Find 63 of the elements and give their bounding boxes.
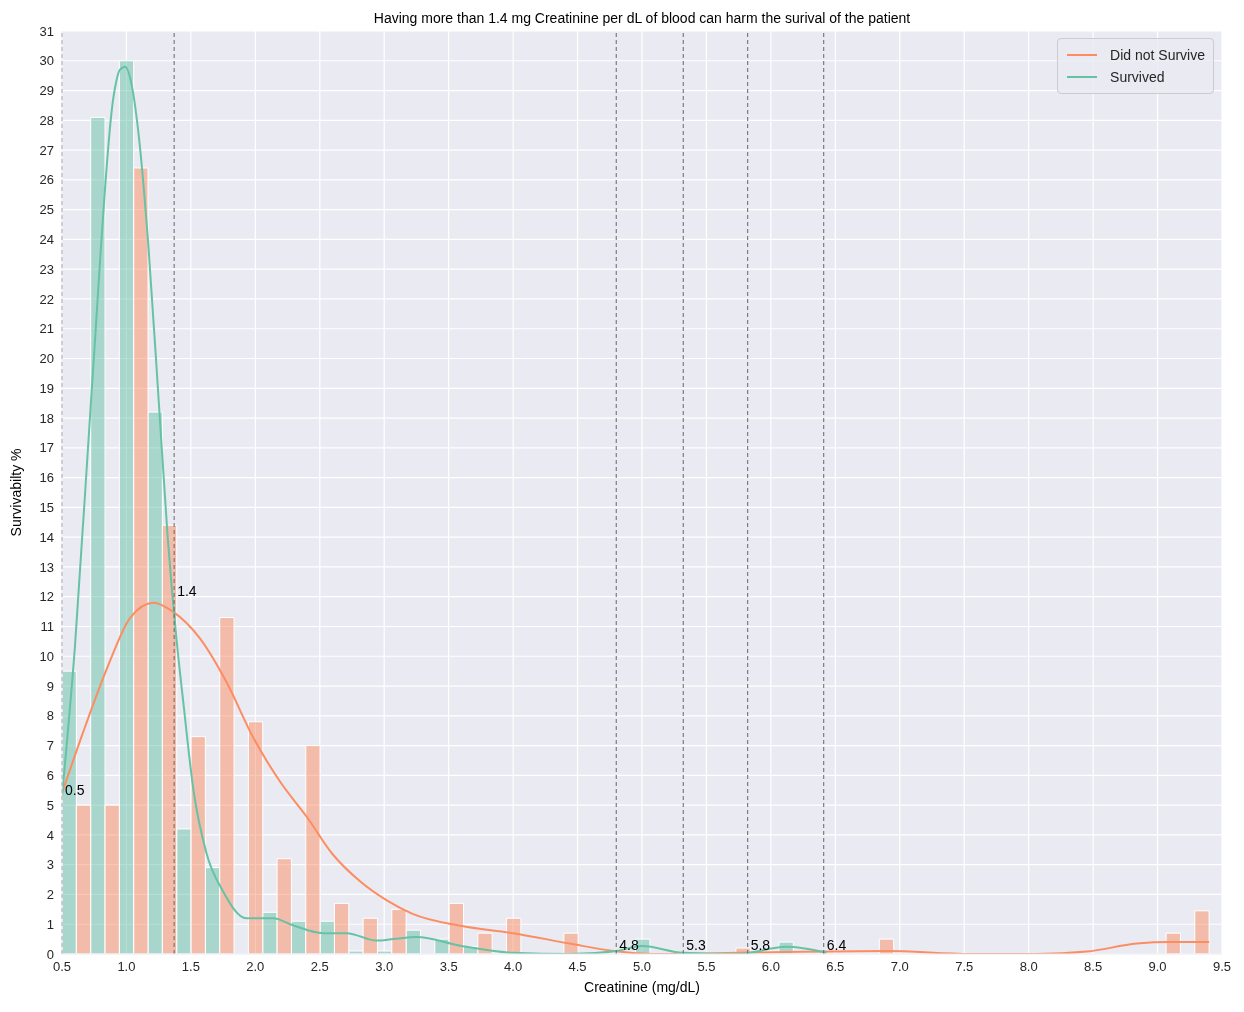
annotation: 5.3	[686, 937, 706, 953]
y-tick-label: 31	[39, 23, 54, 39]
y-tick-label: 18	[39, 410, 54, 426]
y-tick-label: 6	[46, 767, 54, 783]
y-tick-label: 15	[39, 500, 54, 515]
y-tick-label: 0	[46, 946, 54, 962]
annotation: 4.8	[619, 937, 639, 953]
y-tick-label: 21	[39, 321, 54, 337]
y-tick-label: 27	[39, 142, 54, 158]
y-tick-label: 14	[39, 529, 54, 545]
y-tick-label: 24	[39, 232, 54, 248]
y-tick-label: 17	[39, 440, 54, 456]
y-tick-label: 30	[39, 53, 54, 69]
y-tick-label: 8	[46, 708, 54, 724]
x-tick-label: 5.0	[632, 959, 652, 975]
x-tick-label: 3.0	[375, 959, 394, 975]
y-tick-label: 9	[46, 678, 54, 694]
y-tick-label: 13	[39, 559, 54, 575]
x-tick-label: 7.5	[955, 959, 974, 975]
x-tick-label: 9.5	[1212, 959, 1232, 975]
chart-title: Having more than 1.4 mg Creatinine per dL of blood can harm the surival of the patient	[372, 10, 912, 26]
x-tick-label: 2.0	[246, 959, 265, 975]
annotation: 1.4	[177, 582, 197, 599]
y-tick-label: 3	[46, 857, 54, 873]
y-tick-label: 16	[39, 470, 54, 486]
y-tick-label: 26	[39, 172, 54, 188]
y-tick-label: 22	[39, 291, 54, 307]
x-tick-label: 5.5	[697, 959, 716, 975]
annotation: 6.4	[826, 937, 847, 953]
annotation: 0.5	[65, 782, 85, 799]
x-tick-label: 1.5	[181, 959, 200, 975]
x-tick-label: 4.5	[568, 959, 587, 975]
y-tick-label: 28	[39, 112, 54, 128]
y-tick-label: 23	[39, 261, 54, 277]
x-tick-label: 9.0	[1148, 959, 1167, 975]
y-tick-label: 7	[46, 738, 54, 754]
y-tick-label: 12	[39, 589, 54, 605]
annotation: 5.8	[750, 937, 771, 953]
y-tick-label: 19	[39, 380, 54, 396]
x-axis-title: Creatinine (mg/dL)	[584, 979, 700, 995]
y-tick-label: 1	[46, 916, 54, 932]
y-tick-label: 2	[46, 887, 54, 903]
y-tick-label: 20	[39, 351, 54, 367]
y-tick-label: 10	[39, 648, 54, 664]
line-series	[62, 65, 828, 954]
y-axis-title: Survivabilty %	[7, 448, 24, 537]
x-tick-label: 7.0	[890, 959, 909, 975]
x-tick-label: 3.5	[439, 959, 458, 975]
x-tick-label: 4.0	[504, 959, 523, 975]
y-tick-label: 25	[39, 202, 54, 218]
y-tick-label: 4	[46, 827, 54, 843]
y-tick-label: 29	[39, 83, 54, 99]
x-tick-label: 6.5	[826, 959, 845, 975]
y-tick-label: 11	[40, 619, 54, 635]
x-tick-label: 6.0	[761, 959, 780, 975]
x-tick-label: 0.5	[52, 959, 72, 975]
y-tick-label: 5	[46, 797, 54, 813]
legend-label: Did not Survive	[1110, 47, 1205, 63]
x-tick-label: 8.5	[1084, 959, 1103, 975]
x-tick-label: 2.5	[310, 959, 329, 975]
x-tick-label: 1.0	[117, 959, 136, 975]
x-tick-label: 8.0	[1019, 959, 1038, 975]
legend-label: Survived	[1110, 69, 1165, 85]
